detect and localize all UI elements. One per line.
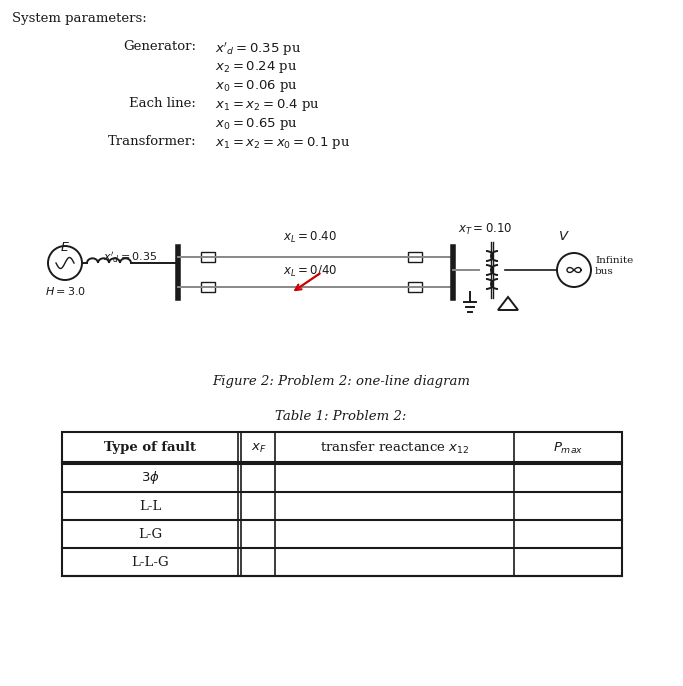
Bar	[408, 282, 422, 292]
Text: transfer reactance $x_{12}$: transfer reactance $x_{12}$	[320, 440, 469, 456]
Text: Generator:: Generator:	[123, 40, 196, 53]
Bar	[201, 252, 215, 262]
Text: L-G: L-G	[138, 528, 162, 541]
Text: $x_1 = x_2 = x_0 = 0.1$ pu: $x_1 = x_2 = x_0 = 0.1$ pu	[215, 135, 350, 151]
Text: L-L: L-L	[139, 499, 161, 512]
Text: Figure 2: Problem 2: one-line diagram: Figure 2: Problem 2: one-line diagram	[212, 375, 470, 388]
Text: Type of fault: Type of fault	[104, 442, 196, 455]
Bar	[62, 432, 622, 576]
Text: System parameters:: System parameters:	[12, 12, 147, 25]
Bar	[201, 282, 215, 292]
Text: $x_L{=}0.40$: $x_L{=}0.40$	[283, 230, 337, 245]
Text: $x_0 = 0.65$ pu: $x_0 = 0.65$ pu	[215, 116, 298, 132]
Text: $3\phi$: $3\phi$	[141, 469, 159, 486]
Text: $x'_d{=}0.35$: $x'_d{=}0.35$	[102, 250, 157, 265]
Text: $V$: $V$	[558, 230, 570, 243]
Text: $x_1 = x_2 = 0.4$ pu: $x_1 = x_2 = 0.4$ pu	[215, 97, 320, 113]
Text: $x_F$: $x_F$	[251, 442, 266, 455]
Text: Infinite
bus: Infinite bus	[595, 257, 633, 276]
Text: Transformer:: Transformer:	[107, 135, 196, 148]
Text: $x_L{=}0/40$: $x_L{=}0/40$	[283, 264, 337, 279]
Text: $E$: $E$	[60, 241, 70, 254]
Text: $x_T{=}0.10$: $x_T{=}0.10$	[458, 222, 512, 237]
Text: $P_{max}$: $P_{max}$	[553, 440, 583, 456]
Text: $H{=}3.0$: $H{=}3.0$	[44, 285, 85, 297]
Text: L-L-G: L-L-G	[131, 556, 169, 569]
Text: Each line:: Each line:	[129, 97, 196, 110]
Bar	[408, 252, 422, 262]
Text: $x'_d = 0.35$ pu: $x'_d = 0.35$ pu	[215, 40, 301, 58]
Text: $x_0 = 0.06$ pu: $x_0 = 0.06$ pu	[215, 78, 298, 94]
Text: Table 1: Problem 2:: Table 1: Problem 2:	[275, 410, 406, 423]
Text: $x_2 = 0.24$ pu: $x_2 = 0.24$ pu	[215, 59, 297, 75]
